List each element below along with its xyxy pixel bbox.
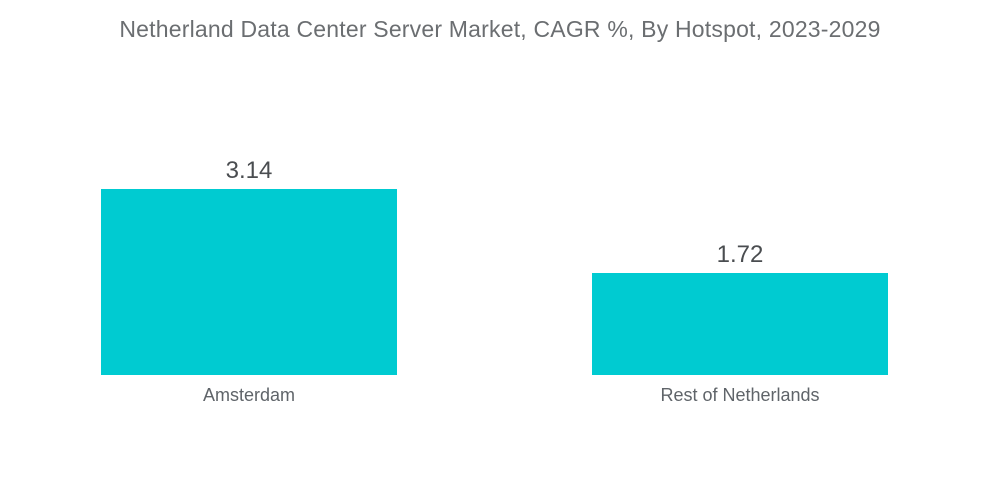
category-label: Amsterdam	[202, 385, 296, 405]
bar-value-label: 3.14	[225, 157, 273, 184]
bar	[101, 189, 397, 375]
chart-title: Netherland Data Center Server Market, CA…	[119, 16, 881, 42]
category-label: Rest of Netherlands	[660, 385, 820, 405]
bar	[592, 273, 888, 375]
bar-value-label: 1.72	[716, 241, 764, 268]
